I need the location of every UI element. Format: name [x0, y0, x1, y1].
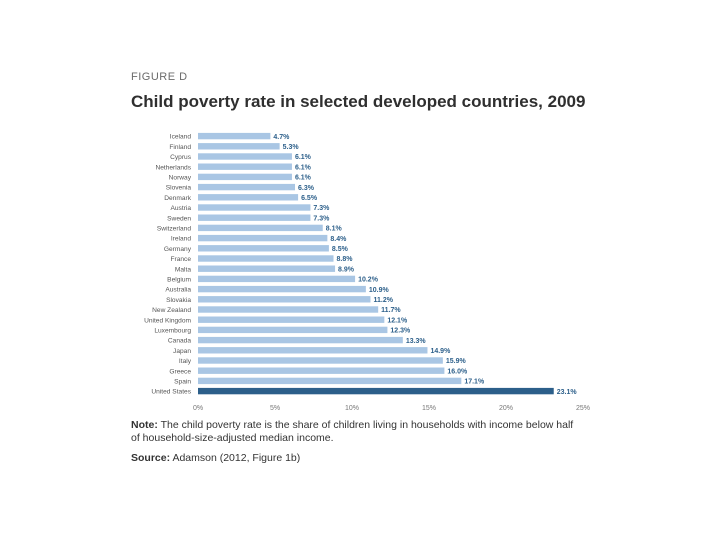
category-label-iceland: Iceland [170, 134, 192, 141]
category-label-australia: Australia [165, 287, 191, 294]
bar-united-states [198, 387, 554, 395]
x-tick-label: 20% [499, 405, 513, 412]
category-label-malta: Malta [175, 266, 191, 273]
bar-belgium [198, 275, 356, 283]
value-label-japan: 14.9% [430, 348, 451, 355]
value-label-iceland: 4.7% [273, 134, 290, 141]
category-label-austria: Austria [170, 205, 191, 212]
value-label-luxembourg: 12.3% [390, 328, 411, 335]
category-label-new-zealand: New Zealand [152, 307, 191, 314]
category-label-united-kingdom: United Kingdom [144, 317, 191, 324]
value-label-australia: 10.9% [369, 287, 390, 294]
bar-luxembourg [198, 326, 388, 334]
category-label-slovenia: Slovenia [166, 185, 192, 192]
bar-malta [198, 265, 336, 272]
value-label-greece: 16.0% [447, 368, 468, 375]
bar-iceland [198, 132, 271, 140]
bar-sweden [198, 214, 311, 221]
bar-japan [198, 347, 428, 354]
category-label-japan: Japan [173, 348, 191, 355]
bar-slovenia [198, 183, 296, 191]
x-axis: 0% 5% 10% 15% 20% 25% [193, 405, 590, 412]
x-tick-label: 5% [270, 405, 280, 412]
value-label-cyprus: 6.1% [295, 154, 312, 161]
value-label-united-kingdom: 12.1% [387, 317, 408, 324]
chart-note: Note: The child poverty rate is the shar… [131, 419, 576, 445]
category-label-denmark: Denmark [164, 195, 191, 202]
chart-title: Child poverty rate in selected developed… [131, 92, 586, 111]
value-label-new-zealand: 11.7% [381, 307, 401, 314]
x-tick-label: 15% [422, 405, 436, 412]
category-label-united-states: United States [151, 389, 191, 396]
bar-slovakia [198, 296, 371, 303]
bar-cyprus [198, 153, 292, 160]
category-label-sweden: Sweden [167, 215, 191, 222]
bar-switzerland [198, 224, 323, 232]
bar-austria [198, 204, 311, 211]
value-label-ireland: 8.4% [330, 236, 347, 243]
value-label-denmark: 6.5% [301, 195, 318, 202]
category-label-germany: Germany [164, 246, 192, 253]
value-label-slovenia: 6.3% [298, 185, 315, 192]
value-label-malta: 8.9% [338, 266, 355, 273]
value-label-italy: 15.9% [446, 358, 467, 365]
x-tick-label: 25% [576, 405, 590, 412]
category-label-italy: Italy [179, 358, 192, 365]
value-label-united-states: 23.1% [557, 389, 578, 396]
labels-layer: Iceland 4.7% Finland 5.3% Cyprus 6.1% Netherla… [144, 134, 577, 396]
category-label-luxembourg: Luxembourg [154, 328, 191, 335]
note-text: The child poverty rate is the share of c… [131, 419, 574, 444]
x-tick-label: 10% [345, 405, 359, 412]
bar-france [198, 255, 334, 262]
bar-netherlands [198, 163, 292, 170]
value-label-austria: 7.3% [313, 205, 330, 212]
source-prefix: Source: [131, 452, 171, 464]
figure-label: FIGURE D [131, 71, 188, 83]
category-label-finland: Finland [169, 144, 191, 151]
category-label-greece: Greece [169, 368, 191, 375]
category-label-ireland: Ireland [171, 236, 191, 243]
bar-italy [198, 357, 443, 364]
value-label-canada: 13.3% [406, 338, 427, 345]
category-label-switzerland: Switzerland [157, 226, 191, 233]
category-label-canada: Canada [168, 338, 191, 345]
bar-new-zealand [198, 306, 379, 313]
category-label-france: France [170, 256, 191, 263]
source-text: Adamson (2012, Figure 1b) [172, 452, 301, 464]
category-label-netherlands: Netherlands [155, 164, 191, 171]
chart-source: Source: Adamson (2012, Figure 1b) [131, 452, 300, 464]
bar-denmark [198, 194, 299, 201]
bar-germany [198, 245, 329, 252]
bar-australia [198, 285, 366, 293]
value-label-norway: 6.1% [295, 175, 312, 182]
value-label-sweden: 7.3% [313, 215, 330, 222]
note-prefix: Note: [131, 419, 158, 431]
category-label-slovakia: Slovakia [166, 297, 191, 304]
bar-canada [198, 336, 403, 344]
bar-spain [198, 377, 462, 385]
value-label-spain: 17.1% [464, 379, 485, 386]
value-label-germany: 8.5% [332, 246, 349, 253]
x-tick-label: 0% [193, 405, 203, 412]
category-label-belgium: Belgium [167, 277, 191, 284]
bar-ireland [198, 234, 328, 242]
bar-greece [198, 367, 445, 374]
value-label-switzerland: 8.1% [326, 226, 343, 233]
bar-finland [198, 143, 280, 150]
value-label-france: 8.8% [337, 256, 354, 263]
value-label-finland: 5.3% [283, 144, 300, 151]
category-label-cyprus: Cyprus [170, 154, 192, 161]
category-label-spain: Spain [174, 379, 191, 386]
bar-norway [198, 173, 292, 181]
bar-united-kingdom [198, 316, 385, 323]
bars-layer [198, 132, 554, 395]
category-label-norway: Norway [169, 175, 192, 182]
value-label-belgium: 10.2% [358, 277, 379, 284]
value-label-netherlands: 6.1% [295, 164, 312, 171]
value-label-slovakia: 11.2% [373, 297, 393, 304]
